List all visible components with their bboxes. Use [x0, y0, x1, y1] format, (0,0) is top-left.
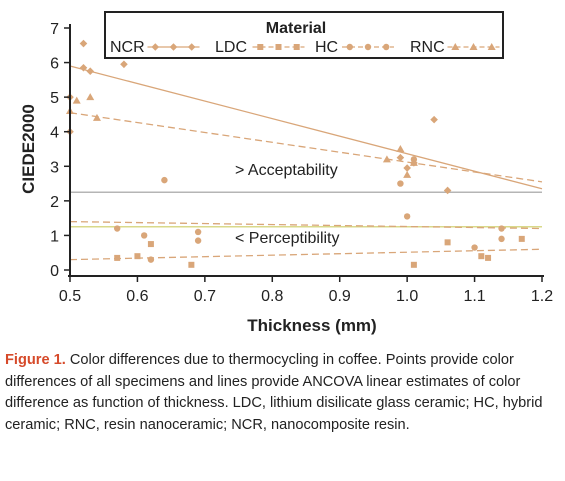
fit-line-hc — [69, 220, 543, 230]
data-point-rnc — [86, 93, 95, 101]
data-point-ncr — [403, 164, 411, 172]
data-point-rnc — [72, 96, 81, 104]
y-axis-title: CIEDE2000 — [19, 104, 38, 194]
legend-label-hc: HC — [315, 39, 338, 56]
axes: 0 1 2 3 4 5 6 7 0.5 0.6 0.7 0.8 0.9 1.0 1.1 1.2 Thicknes… — [19, 21, 553, 335]
data-point-ldc — [485, 254, 492, 261]
data-point-hc — [498, 225, 505, 232]
y-tick-label: 5 — [50, 90, 59, 107]
data-point-hc — [498, 235, 505, 243]
legend-marker-hc — [346, 43, 353, 51]
legend-marker-rnc — [451, 43, 460, 50]
y-tick-label: 3 — [50, 159, 59, 176]
data-point-ldc — [410, 261, 417, 268]
data-point-ldc — [114, 254, 121, 261]
legend-title: Material — [266, 20, 326, 37]
data-point-hc — [403, 213, 411, 220]
data-point-ldc — [478, 253, 485, 260]
fit-line-ldc — [69, 248, 543, 261]
legend-marker-rnc — [487, 43, 496, 50]
data-point-ncr — [443, 186, 452, 195]
chart: > Acceptability < Perceptibility 0 1 2 3 4 5 6 7… — [19, 11, 553, 335]
legend-marker-ldc — [275, 44, 282, 50]
legend-marker-ncr — [169, 43, 178, 51]
reference-label: > Acceptability — [235, 162, 338, 179]
legend-marker-ldc — [257, 44, 264, 50]
data-point-hc — [194, 237, 202, 244]
data-point-ldc — [188, 261, 195, 268]
x-axis-title: Thickness (mm) — [247, 316, 376, 335]
data-point-rnc — [92, 113, 101, 121]
data-point-ldc — [147, 241, 154, 248]
data-point-ncr — [79, 63, 88, 72]
data-point-hc — [140, 232, 148, 239]
data-point-ncr — [430, 115, 438, 124]
x-tick-label: 1.2 — [531, 288, 553, 305]
y-tick-label: 6 — [50, 56, 59, 73]
data-point-rnc — [403, 170, 412, 178]
data-point-ncr — [396, 153, 405, 162]
x-tick-label: 0.5 — [59, 288, 81, 305]
y-tick-label: 1 — [50, 228, 59, 245]
x-tick-label: 0.7 — [194, 288, 216, 305]
legend-label-ldc: LDC — [215, 39, 247, 56]
data-point-rnc — [396, 145, 405, 152]
data-point-rnc — [409, 158, 418, 166]
data-point-rnc — [382, 155, 391, 163]
data-point-hc — [194, 228, 202, 236]
reference-lines: > Acceptability < Perceptibility — [70, 162, 542, 247]
data-point-hc — [397, 180, 404, 187]
data-point-ldc — [518, 235, 525, 242]
data-point-hc — [114, 225, 121, 232]
legend-marker-ncr — [151, 43, 160, 51]
caption-text: Color differences due to thermocycling i… — [5, 352, 543, 433]
legend-label-ncr: NCR — [110, 39, 145, 56]
y-tick-label: 0 — [50, 263, 59, 280]
data-point-ldc — [134, 253, 141, 260]
figure-caption: Figure 1. Color differences due to therm… — [5, 350, 560, 436]
fit-line-rnc — [69, 112, 543, 183]
legend-marker-hc — [383, 43, 390, 51]
legend-marker-rnc — [469, 43, 478, 50]
data-point-ncr — [79, 39, 88, 48]
x-tick-label: 0.8 — [261, 288, 283, 305]
y-tick-label: 7 — [50, 21, 59, 38]
data-point-hc — [147, 256, 155, 263]
data-point-ldc — [444, 239, 451, 246]
x-tick-label: 1.0 — [396, 288, 418, 305]
x-tick-label: 1.1 — [463, 288, 485, 305]
data-point-ncr — [86, 67, 95, 76]
x-tick-label: 0.9 — [329, 288, 351, 305]
data-point-hc — [161, 176, 168, 184]
legend-marker-ldc — [293, 44, 300, 50]
y-tick-label: 4 — [50, 125, 59, 142]
legend-marker-hc — [364, 43, 372, 51]
legend-marker-ncr — [187, 43, 196, 51]
fit-line-ncr — [69, 65, 543, 190]
legend-box — [104, 11, 504, 59]
data-point-hc — [471, 244, 478, 251]
y-tick-label: 2 — [50, 194, 59, 211]
legend: Material NCR LDC HC RNC — [104, 11, 504, 59]
legend-label-rnc: RNC — [410, 39, 445, 56]
caption-label: Figure 1. — [5, 352, 66, 368]
reference-label: < Perceptibility — [235, 230, 340, 247]
data-point-ncr — [120, 60, 128, 69]
x-tick-label: 0.6 — [126, 288, 148, 305]
